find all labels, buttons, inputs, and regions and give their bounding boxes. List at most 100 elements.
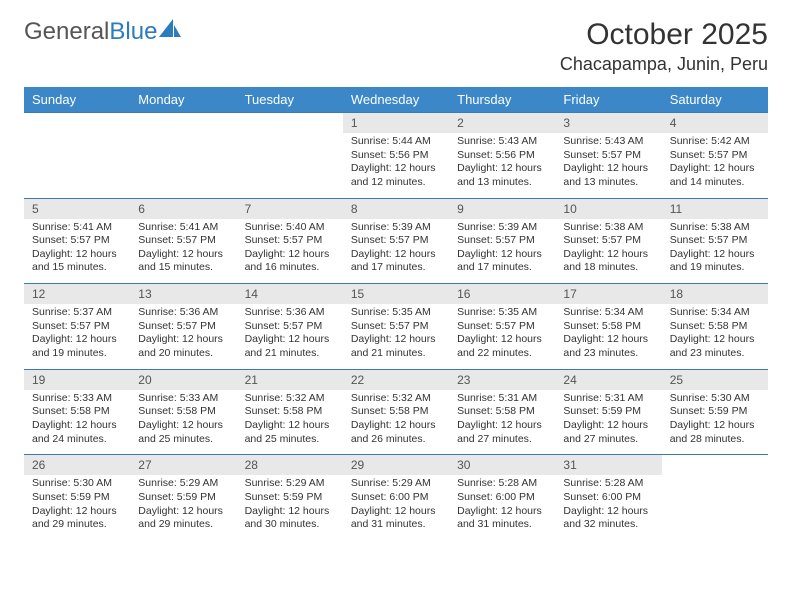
calendar-cell: 11Sunrise: 5:38 AMSunset: 5:57 PMDayligh… [662, 198, 768, 284]
day-content: Sunrise: 5:43 AMSunset: 5:56 PMDaylight:… [449, 133, 555, 198]
day-number [237, 113, 343, 133]
sunset-line: Sunset: 5:56 PM [457, 149, 547, 163]
day-number: 7 [237, 199, 343, 219]
title-block: October 2025 Chacapampa, Junin, Peru [560, 18, 768, 75]
day-number: 30 [449, 455, 555, 475]
calendar-cell: 31Sunrise: 5:28 AMSunset: 6:00 PMDayligh… [555, 455, 661, 540]
sunset-line: Sunset: 5:57 PM [138, 234, 228, 248]
day-number: 18 [662, 284, 768, 304]
daylight-line: Daylight: 12 hours and 14 minutes. [670, 162, 760, 189]
calendar-cell: 13Sunrise: 5:36 AMSunset: 5:57 PMDayligh… [130, 284, 236, 370]
day-content: Sunrise: 5:32 AMSunset: 5:58 PMDaylight:… [343, 390, 449, 455]
sunrise-line: Sunrise: 5:43 AM [563, 135, 653, 149]
day-number [662, 455, 768, 475]
logo-text-2: Blue [109, 18, 157, 46]
day-number: 13 [130, 284, 236, 304]
sunset-line: Sunset: 5:59 PM [563, 405, 653, 419]
sunrise-line: Sunrise: 5:31 AM [457, 392, 547, 406]
calendar-cell: 5Sunrise: 5:41 AMSunset: 5:57 PMDaylight… [24, 198, 130, 284]
sunrise-line: Sunrise: 5:34 AM [563, 306, 653, 320]
calendar-week: 5Sunrise: 5:41 AMSunset: 5:57 PMDaylight… [24, 198, 768, 284]
day-number: 17 [555, 284, 661, 304]
calendar-cell: 18Sunrise: 5:34 AMSunset: 5:58 PMDayligh… [662, 284, 768, 370]
day-number: 1 [343, 113, 449, 133]
calendar-cell: 22Sunrise: 5:32 AMSunset: 5:58 PMDayligh… [343, 369, 449, 455]
day-number: 24 [555, 370, 661, 390]
day-number: 27 [130, 455, 236, 475]
daylight-line: Daylight: 12 hours and 23 minutes. [670, 333, 760, 360]
calendar-cell: 26Sunrise: 5:30 AMSunset: 5:59 PMDayligh… [24, 455, 130, 540]
calendar-cell [237, 113, 343, 199]
weekday-header: Saturday [662, 87, 768, 113]
day-content: Sunrise: 5:32 AMSunset: 5:58 PMDaylight:… [237, 390, 343, 455]
header: GeneralBlue October 2025 Chacapampa, Jun… [24, 18, 768, 75]
calendar-cell: 9Sunrise: 5:39 AMSunset: 5:57 PMDaylight… [449, 198, 555, 284]
day-content: Sunrise: 5:39 AMSunset: 5:57 PMDaylight:… [343, 219, 449, 284]
sunset-line: Sunset: 5:57 PM [670, 234, 760, 248]
sunset-line: Sunset: 5:57 PM [457, 320, 547, 334]
daylight-line: Daylight: 12 hours and 32 minutes. [563, 505, 653, 532]
calendar-cell: 15Sunrise: 5:35 AMSunset: 5:57 PMDayligh… [343, 284, 449, 370]
sunset-line: Sunset: 5:59 PM [670, 405, 760, 419]
day-content [662, 475, 768, 531]
location: Chacapampa, Junin, Peru [560, 54, 768, 75]
day-number: 12 [24, 284, 130, 304]
weekday-header: Monday [130, 87, 236, 113]
sunset-line: Sunset: 6:00 PM [351, 491, 441, 505]
sunset-line: Sunset: 5:58 PM [457, 405, 547, 419]
sunrise-line: Sunrise: 5:29 AM [245, 477, 335, 491]
sunset-line: Sunset: 5:57 PM [351, 320, 441, 334]
sunset-line: Sunset: 5:57 PM [351, 234, 441, 248]
calendar-cell: 29Sunrise: 5:29 AMSunset: 6:00 PMDayligh… [343, 455, 449, 540]
daylight-line: Daylight: 12 hours and 29 minutes. [138, 505, 228, 532]
calendar-cell: 3Sunrise: 5:43 AMSunset: 5:57 PMDaylight… [555, 113, 661, 199]
weekday-header: Wednesday [343, 87, 449, 113]
day-content: Sunrise: 5:34 AMSunset: 5:58 PMDaylight:… [555, 304, 661, 369]
daylight-line: Daylight: 12 hours and 31 minutes. [457, 505, 547, 532]
day-number: 25 [662, 370, 768, 390]
calendar-cell: 6Sunrise: 5:41 AMSunset: 5:57 PMDaylight… [130, 198, 236, 284]
sunset-line: Sunset: 5:58 PM [245, 405, 335, 419]
weekday-header: Thursday [449, 87, 555, 113]
day-number: 21 [237, 370, 343, 390]
day-number: 6 [130, 199, 236, 219]
calendar-cell: 2Sunrise: 5:43 AMSunset: 5:56 PMDaylight… [449, 113, 555, 199]
day-content: Sunrise: 5:34 AMSunset: 5:58 PMDaylight:… [662, 304, 768, 369]
calendar-table: SundayMondayTuesdayWednesdayThursdayFrid… [24, 87, 768, 540]
day-content: Sunrise: 5:35 AMSunset: 5:57 PMDaylight:… [343, 304, 449, 369]
day-number: 28 [237, 455, 343, 475]
sunrise-line: Sunrise: 5:28 AM [457, 477, 547, 491]
day-number: 19 [24, 370, 130, 390]
day-content: Sunrise: 5:28 AMSunset: 6:00 PMDaylight:… [555, 475, 661, 540]
day-content: Sunrise: 5:42 AMSunset: 5:57 PMDaylight:… [662, 133, 768, 198]
sunset-line: Sunset: 5:57 PM [32, 234, 122, 248]
day-content: Sunrise: 5:44 AMSunset: 5:56 PMDaylight:… [343, 133, 449, 198]
calendar-week: 12Sunrise: 5:37 AMSunset: 5:57 PMDayligh… [24, 284, 768, 370]
day-number: 14 [237, 284, 343, 304]
day-content: Sunrise: 5:43 AMSunset: 5:57 PMDaylight:… [555, 133, 661, 198]
sunrise-line: Sunrise: 5:32 AM [245, 392, 335, 406]
day-content: Sunrise: 5:28 AMSunset: 6:00 PMDaylight:… [449, 475, 555, 540]
day-number: 3 [555, 113, 661, 133]
logo-sail-icon [159, 18, 181, 46]
calendar-head: SundayMondayTuesdayWednesdayThursdayFrid… [24, 87, 768, 113]
day-content: Sunrise: 5:39 AMSunset: 5:57 PMDaylight:… [449, 219, 555, 284]
calendar-cell: 14Sunrise: 5:36 AMSunset: 5:57 PMDayligh… [237, 284, 343, 370]
day-content: Sunrise: 5:30 AMSunset: 5:59 PMDaylight:… [662, 390, 768, 455]
day-content: Sunrise: 5:40 AMSunset: 5:57 PMDaylight:… [237, 219, 343, 284]
calendar-week: 19Sunrise: 5:33 AMSunset: 5:58 PMDayligh… [24, 369, 768, 455]
day-number: 2 [449, 113, 555, 133]
daylight-line: Daylight: 12 hours and 18 minutes. [563, 248, 653, 275]
daylight-line: Daylight: 12 hours and 30 minutes. [245, 505, 335, 532]
sunset-line: Sunset: 6:00 PM [457, 491, 547, 505]
sunrise-line: Sunrise: 5:38 AM [563, 221, 653, 235]
sunrise-line: Sunrise: 5:40 AM [245, 221, 335, 235]
sunrise-line: Sunrise: 5:34 AM [670, 306, 760, 320]
day-content: Sunrise: 5:36 AMSunset: 5:57 PMDaylight:… [130, 304, 236, 369]
day-number [24, 113, 130, 133]
sunset-line: Sunset: 5:58 PM [138, 405, 228, 419]
sunset-line: Sunset: 5:58 PM [32, 405, 122, 419]
calendar-cell: 1Sunrise: 5:44 AMSunset: 5:56 PMDaylight… [343, 113, 449, 199]
sunset-line: Sunset: 5:58 PM [670, 320, 760, 334]
day-number: 31 [555, 455, 661, 475]
